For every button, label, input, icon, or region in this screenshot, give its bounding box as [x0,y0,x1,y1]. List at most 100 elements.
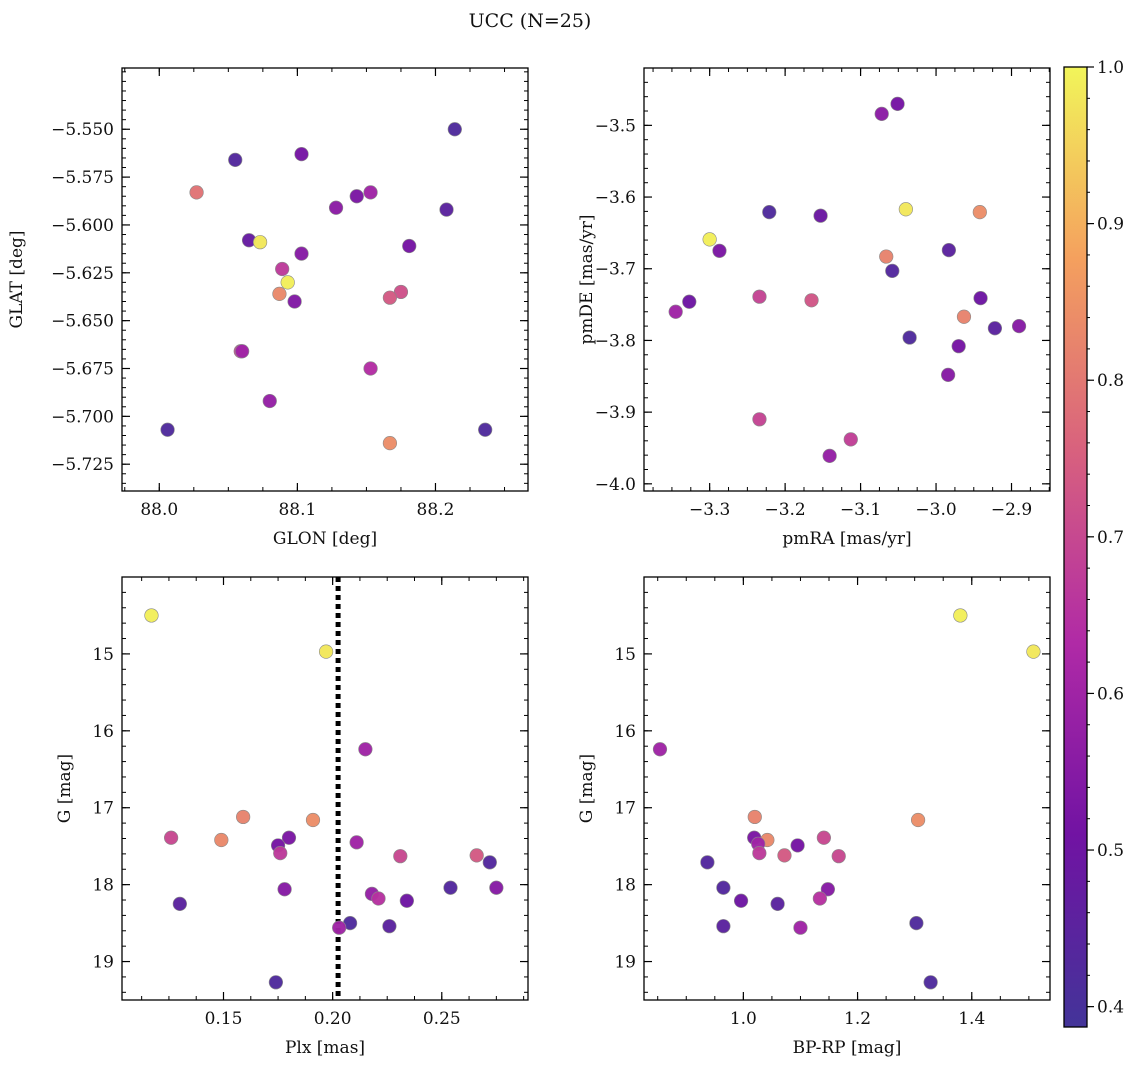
data-point [910,812,926,828]
x-tick-label: −2.9 [991,500,1032,520]
y-tick-label: −5.675 [51,360,114,380]
axes-frame [643,67,1051,492]
x-axis-label: BP-RP [mag] [793,1038,902,1058]
data-point [214,832,229,848]
data-point [228,152,243,167]
data-point [160,422,175,437]
y-tick-label: −5.625 [51,264,114,284]
colorbar-tick-label: 0.8 [1097,371,1124,391]
data-point [790,838,805,853]
data-point [831,849,846,864]
data-point [747,809,762,825]
data-point [358,742,373,757]
data-point [382,919,397,934]
x-axis-label: Plx [mas] [285,1038,365,1058]
data-point [1026,644,1041,659]
y-tick-label: 18 [92,876,114,896]
data-point [447,122,462,137]
y-axis-label: G [mag] [577,754,597,823]
data-point [843,432,858,447]
colorbar-tick-label: 1.0 [1097,58,1124,78]
data-point [668,304,683,319]
data-point [439,202,454,217]
axes-frame [121,67,529,492]
data-point [777,848,792,863]
data-point [716,880,731,895]
y-tick-label: 19 [614,953,636,973]
y-tick-label: −5.700 [51,407,114,427]
y-tick-label: −5.650 [51,312,114,332]
data-point [752,412,767,427]
data-point [956,309,972,324]
y-tick-label: 16 [614,722,636,742]
data-point [371,891,386,906]
data-point [469,848,484,863]
data-point [712,243,727,258]
data-point [318,644,334,659]
panel-bottom-right: 1.0 1.2 1.4 15 16 17 18 19 BP-RP [mag] G [mag] [577,576,1051,1058]
data-point [820,882,835,897]
data-point [332,920,347,935]
axes-frame [643,576,1051,1001]
x-tick-label: 0.20 [314,1009,352,1029]
data-point [478,422,493,437]
data-point [890,96,905,111]
colorbar: 0.4 0.5 0.6 0.7 0.8 0.9 1.0 [1063,58,1124,1028]
y-axis-label: pmDE [mas/yr] [577,214,597,344]
data-point [393,849,408,864]
data-point [902,330,917,345]
data-point [363,361,378,376]
data-point [402,238,417,254]
data-point [399,893,414,908]
data-point [280,275,295,290]
data-point [874,106,889,121]
y-tick-label: −3.8 [595,331,636,351]
data-point [752,846,767,861]
data-point [349,189,364,204]
colorbar-tick-label: 0.4 [1097,998,1124,1018]
data-point [252,235,268,250]
y-tick-label: −4.0 [595,475,636,495]
x-tick-label: 0.25 [423,1009,461,1029]
data-point [1011,319,1027,334]
data-point [941,367,956,382]
data-point [972,205,987,220]
data-point [716,919,731,934]
data-point [328,200,344,215]
data-point [277,882,292,897]
data-point [443,880,458,895]
data-point [951,339,966,354]
y-tick-label: −5.550 [51,120,114,140]
y-tick-label: −3.7 [595,260,636,280]
data-point [294,246,309,261]
data-point [812,891,827,906]
x-tick-label: 1.2 [844,1009,871,1029]
data-point [172,896,187,911]
data-point [770,896,785,911]
y-tick-label: 18 [614,876,636,896]
y-tick-label: 16 [92,722,114,742]
data-point [189,185,204,200]
x-axis-label: pmRA [mas/yr] [782,529,911,549]
data-point [987,321,1003,336]
data-point [272,286,287,301]
data-point [489,880,504,895]
data-point [268,975,283,990]
data-point [393,284,409,300]
data-point [702,232,717,247]
data-point [363,185,378,200]
y-axis-label: G [mag] [55,754,75,823]
data-point [822,448,837,463]
y-tick-label: 15 [614,645,636,665]
y-tick-label: −5.575 [51,168,114,188]
x-tick-label: 88.1 [278,500,316,520]
data-point [287,294,302,309]
data-point [294,147,309,162]
data-point [236,809,251,825]
colorbar-gradient [1064,67,1087,1027]
data-point [652,742,668,757]
x-tick-label: −3.2 [764,500,805,520]
y-tick-label: 17 [614,799,636,819]
data-point [909,915,924,931]
data-point [382,436,398,451]
